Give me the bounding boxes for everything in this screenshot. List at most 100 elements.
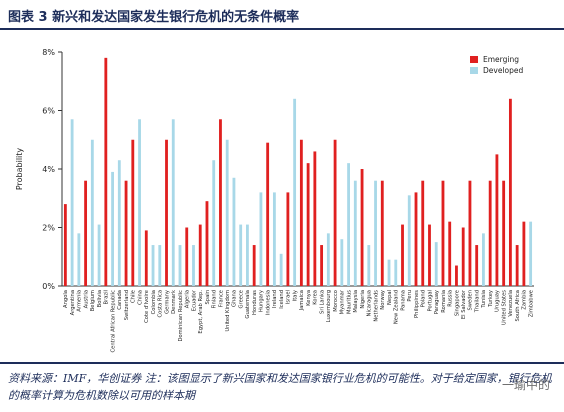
- bar: [286, 192, 290, 286]
- bar: [185, 227, 189, 286]
- x-tick-label: China: [137, 290, 143, 305]
- bar: [495, 154, 499, 286]
- x-tick-label: Paraguay: [434, 290, 440, 314]
- bar: [212, 160, 216, 286]
- x-tick-label: Thailand: [474, 290, 480, 313]
- bar-chart: 0% 2% 4% 6% 8% Probability Angola Argentina Arme…: [15, 48, 534, 352]
- bar: [151, 245, 155, 286]
- bar: [380, 180, 384, 286]
- bar: [266, 142, 270, 286]
- bar: [468, 180, 472, 286]
- bar: [333, 139, 337, 286]
- x-tick-label: Philippines: [414, 290, 420, 318]
- bar: [205, 201, 209, 286]
- bar: [165, 139, 168, 286]
- x-tick-label: Bolivia: [97, 290, 103, 307]
- bar: [306, 163, 310, 286]
- x-tick-label: Israel: [286, 290, 292, 304]
- bar: [508, 98, 512, 286]
- x-tick-label: United States: [501, 290, 507, 325]
- x-tick-label: Egypt, Arab Rep.: [198, 290, 204, 334]
- bar: [414, 192, 418, 286]
- bar: [192, 245, 195, 286]
- x-tick-label: Italy: [292, 290, 298, 301]
- bar: [246, 224, 249, 286]
- x-tick-label: Poland: [421, 290, 427, 307]
- x-tick-label: Brazil: [104, 290, 110, 304]
- bar: [394, 259, 398, 286]
- bar: [138, 119, 141, 287]
- bar: [461, 227, 465, 286]
- x-tick-label: United Kingdom: [225, 290, 231, 332]
- x-tick-label: Costa Rica: [158, 290, 164, 317]
- x-tick-label: Malaysia: [353, 290, 359, 313]
- legend-swatch: [470, 67, 478, 74]
- bar: [299, 139, 303, 286]
- x-tick-label: Finland: [212, 290, 218, 309]
- x-tick-label: New Zealand: [394, 290, 400, 324]
- x-tick-label: El Salvador: [461, 289, 467, 319]
- x-tick-label: Nicaragua: [367, 290, 373, 316]
- x-tick-label: Indonesia: [265, 290, 271, 315]
- bar: [198, 224, 202, 286]
- y-tick-label: 0%: [42, 282, 55, 291]
- bar: [131, 139, 135, 286]
- watermark-text: 一瑜中的: [501, 378, 550, 392]
- figure-title: 图表 3 新兴和发达国家发生银行危机的无条件概率: [8, 10, 300, 25]
- x-tick-label: Mauritius: [346, 290, 352, 314]
- x-tick-label: Hungary: [259, 290, 265, 312]
- bar: [374, 180, 377, 286]
- bar: [225, 139, 229, 286]
- x-tick-label: Guatemala: [245, 290, 251, 319]
- x-tick-label: Cote d'Ivoire: [144, 290, 150, 323]
- bar: [428, 224, 431, 286]
- x-tick-label: Greece: [238, 290, 244, 308]
- bar: [502, 180, 506, 286]
- x-tick-label: Iceland: [279, 290, 285, 309]
- bar: [239, 224, 243, 286]
- bar: [347, 163, 350, 286]
- bar: [455, 265, 458, 286]
- bar: [407, 195, 411, 286]
- bar: [111, 171, 114, 286]
- bar: [441, 180, 445, 286]
- bar: [63, 204, 67, 286]
- x-tick-label: Algeria: [185, 290, 191, 308]
- x-tick-label: South Africa: [515, 290, 521, 322]
- bar: [340, 239, 344, 286]
- x-tick-label: Romania: [441, 290, 447, 313]
- x-tick-label: Sri Lanka: [319, 290, 325, 314]
- bar: [272, 192, 276, 286]
- y-tick-label: 6%: [42, 107, 55, 116]
- x-tick-label: Uruguay: [495, 290, 501, 312]
- bar: [522, 221, 526, 286]
- x-tick-label: Zambia: [522, 290, 528, 310]
- bar: [475, 245, 479, 286]
- bar: [219, 119, 222, 287]
- y-tick-label: 2%: [42, 224, 55, 233]
- x-tick-label: Russia: [448, 290, 454, 307]
- bar: [434, 242, 438, 286]
- bar: [259, 192, 263, 286]
- x-tick-label: Jamaica: [299, 290, 305, 311]
- bar: [178, 245, 182, 286]
- x-tick-label: Switzerland: [124, 290, 130, 320]
- bar: [515, 245, 519, 286]
- y-tick-label: 8%: [42, 48, 55, 57]
- x-tick-label: Austria: [83, 290, 89, 308]
- x-tick-label: Kenya: [306, 290, 312, 306]
- source-rule: [0, 362, 564, 364]
- x-tick-label: Norway: [380, 290, 386, 310]
- bar: [293, 98, 297, 286]
- x-tick-label: Myanmar: [340, 289, 346, 314]
- bar: [70, 119, 74, 287]
- bar: [77, 233, 81, 286]
- bar: [117, 160, 121, 286]
- bar: [124, 180, 128, 286]
- x-tick-label: Korea: [313, 290, 319, 305]
- bar: [158, 245, 162, 286]
- x-tick-label: Portugal: [427, 290, 433, 311]
- x-tick-label: Morocco: [333, 290, 339, 312]
- legend-swatch: [470, 56, 478, 63]
- bar: [104, 57, 108, 286]
